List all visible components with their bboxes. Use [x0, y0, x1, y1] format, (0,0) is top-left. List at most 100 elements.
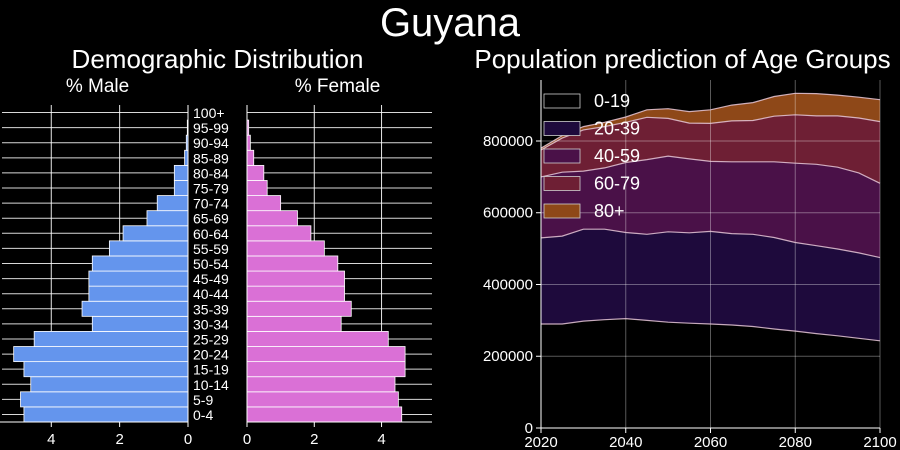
female-bar: [246, 270, 345, 287]
legend-label: 20-39: [594, 119, 640, 139]
age-group-label: 25-29: [193, 331, 229, 347]
female-bar: [246, 164, 265, 181]
series-line-60-79: [540, 114, 881, 151]
age-group-label: 0-4: [193, 407, 213, 423]
age-group-label: 85-89: [193, 150, 229, 166]
y-tick-label: 800000: [483, 133, 533, 150]
area-80+: [541, 93, 880, 150]
female-bar: [246, 149, 255, 166]
male-bar: [23, 406, 189, 423]
male-bar: [30, 376, 189, 393]
y-tick-label: 400000: [483, 276, 533, 293]
male-bar: [20, 391, 189, 408]
x-tick-label: 2060: [694, 434, 727, 450]
female-bar: [246, 315, 342, 332]
female-tick-label: 4: [377, 431, 385, 448]
female-bar: [246, 285, 345, 302]
male-bar: [173, 164, 189, 181]
female-bar: [246, 255, 339, 272]
series-line-80+: [540, 92, 881, 149]
male-bar: [91, 255, 189, 272]
age-group-label: 100+: [193, 105, 225, 121]
female-axis-label: % Female: [294, 76, 381, 97]
male-bar: [88, 285, 189, 302]
female-bar: [246, 391, 399, 408]
age-group-label: 35-39: [193, 301, 229, 317]
male-tick-label: 2: [115, 431, 123, 448]
female-bar: [246, 300, 352, 317]
male-bar: [173, 180, 189, 196]
male-bar: [91, 315, 189, 332]
area-60-79: [541, 114, 880, 184]
x-tick-label: 2080: [779, 434, 812, 450]
female-tick-label: 2: [310, 431, 318, 448]
female-bar: [246, 376, 396, 393]
y-tick-label: 0: [525, 420, 533, 437]
female-bar: [246, 225, 312, 242]
female-bar: [246, 240, 325, 257]
age-group-label: 70-74: [193, 196, 229, 212]
prediction-title: Population prediction of Age Groups: [474, 44, 891, 74]
male-bar: [88, 270, 189, 287]
male-bar: [13, 346, 189, 363]
series-line-0-19: [541, 317, 881, 342]
male-tick-label: 4: [47, 431, 55, 448]
area-20-39: [541, 229, 880, 341]
age-group-label: 5-9: [193, 392, 213, 408]
x-tick-label: 2040: [609, 434, 642, 450]
female-bar: [246, 134, 251, 151]
series-line-20-39: [540, 228, 881, 259]
age-group-label: 10-14: [193, 377, 229, 393]
female-bar: [246, 361, 406, 378]
age-group-label: 80-84: [193, 165, 229, 181]
age-group-label: 65-69: [193, 211, 229, 227]
legend-label: 40-59: [594, 146, 640, 166]
age-group-label: 30-34: [193, 316, 229, 332]
legend-swatch: [543, 148, 581, 164]
age-group-label: 45-49: [193, 271, 229, 287]
age-group-label: 95-99: [193, 120, 229, 136]
male-bar: [146, 210, 189, 227]
age-group-label: 75-79: [193, 181, 229, 197]
female-tick-label: 0: [243, 431, 251, 448]
female-bar: [246, 406, 403, 423]
pyramid-title: Demographic Distribution: [71, 44, 364, 74]
male-bar: [156, 195, 189, 212]
y-tick-label: 600000: [483, 205, 533, 222]
legend-swatch: [543, 93, 581, 109]
legend-swatch: [543, 176, 581, 191]
age-group-label: 40-44: [193, 286, 229, 302]
legend-swatch: [543, 203, 581, 219]
legend-label: 80+: [594, 201, 625, 221]
x-tick-label: 2100: [863, 434, 896, 450]
legend-label: 0-19: [594, 91, 630, 111]
legend-swatch: [543, 121, 581, 136]
area-0-19: [541, 318, 880, 428]
male-bar: [184, 149, 189, 166]
population-prediction-chart: 2020 2040 2060 2080 2100 0 200000 400000 600000 8…: [483, 80, 897, 450]
male-bar: [33, 331, 189, 347]
age-group-label: 90-94: [193, 135, 229, 151]
age-group-label: 55-59: [193, 241, 229, 257]
female-bar: [246, 210, 298, 227]
male-tick-label: 0: [184, 431, 192, 448]
y-tick-label: 200000: [483, 348, 533, 365]
series-line-40-59: [540, 155, 881, 184]
page-title: Guyana: [379, 1, 521, 45]
male-bar: [23, 361, 189, 378]
population-pyramid-chart: 0-45-910-1415-1920-2425-2930-3435-3940-4…: [0, 105, 432, 448]
male-axis-label: % Male: [65, 76, 130, 97]
age-group-label: 15-19: [193, 362, 229, 378]
age-group-label: 20-24: [193, 347, 229, 363]
age-group-label: 50-54: [193, 256, 229, 272]
female-bar: [246, 346, 406, 363]
age-group-label: 60-64: [193, 226, 229, 242]
female-bar: [246, 180, 268, 196]
male-bar: [81, 300, 189, 317]
female-bar: [246, 331, 389, 347]
female-bar: [246, 195, 282, 212]
male-bar: [122, 225, 189, 242]
male-bar: [108, 240, 189, 257]
legend-label: 60-79: [594, 174, 640, 194]
x-tick-label: 2020: [524, 434, 557, 450]
